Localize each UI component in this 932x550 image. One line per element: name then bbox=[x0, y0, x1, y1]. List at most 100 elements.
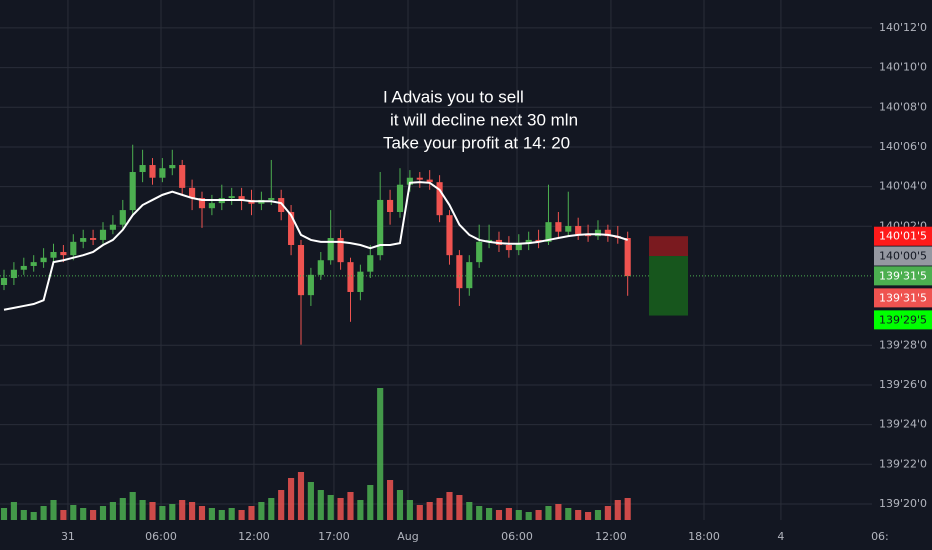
price-label: 139'31'5 bbox=[879, 291, 927, 304]
candle-body bbox=[198, 198, 206, 209]
volume-bar bbox=[10, 502, 17, 520]
candle-body bbox=[228, 196, 235, 199]
candle-body bbox=[238, 196, 245, 200]
volume-bar bbox=[307, 482, 314, 520]
annotation: I Advais you to sell bbox=[383, 87, 524, 106]
volume-bar bbox=[228, 508, 235, 520]
volume-bar bbox=[446, 492, 453, 520]
candle-body bbox=[139, 165, 146, 173]
volume-bar bbox=[476, 506, 483, 520]
volume-bar bbox=[0, 508, 8, 520]
candle-body bbox=[555, 222, 562, 232]
volume-bar bbox=[416, 505, 423, 520]
candle-body bbox=[416, 177, 423, 180]
volume-bar bbox=[129, 492, 136, 520]
candle-body bbox=[159, 168, 166, 178]
candle-body bbox=[169, 165, 176, 169]
volume-bar bbox=[565, 508, 572, 520]
price-label-box bbox=[874, 266, 932, 286]
price-label-box bbox=[874, 246, 932, 266]
volume-bar bbox=[406, 500, 413, 520]
candle-body bbox=[367, 255, 374, 272]
price-label: 139'31'5 bbox=[879, 269, 927, 282]
volume-bar bbox=[50, 500, 57, 520]
candle-body bbox=[30, 262, 37, 266]
volume-bar bbox=[238, 510, 245, 520]
price-label-box bbox=[874, 226, 932, 246]
volume-bar bbox=[545, 506, 552, 520]
y-tick-label: 140'12'0 bbox=[879, 21, 927, 34]
candle-body bbox=[515, 243, 522, 251]
volume-bar bbox=[248, 506, 255, 520]
volume-bar bbox=[466, 502, 473, 520]
volume-bar bbox=[327, 495, 334, 520]
price-pane bbox=[0, 144, 872, 345]
candle-body bbox=[307, 274, 314, 296]
volume-pane bbox=[0, 388, 631, 520]
x-tick-label: 12:00 bbox=[238, 530, 270, 543]
candle-body bbox=[327, 238, 334, 261]
volume-bar bbox=[169, 504, 176, 520]
candle-body bbox=[377, 199, 384, 256]
volume-bar bbox=[198, 506, 206, 520]
volume-bar bbox=[70, 505, 77, 520]
candle-body bbox=[119, 210, 126, 225]
volume-bar bbox=[436, 498, 443, 520]
volume-bar bbox=[624, 498, 631, 520]
candle-body bbox=[297, 245, 305, 296]
candle-body bbox=[109, 224, 116, 230]
candle-body bbox=[347, 262, 354, 292]
candle-body bbox=[0, 278, 8, 285]
y-tick-label: 139'26'0 bbox=[879, 378, 927, 391]
price-label: 140'01'5 bbox=[879, 230, 927, 243]
y-tick-label: 140'10'0 bbox=[879, 61, 927, 74]
volume-bar bbox=[594, 510, 602, 520]
volume-bar bbox=[218, 510, 225, 520]
price-label: 139'29'5 bbox=[879, 313, 927, 326]
take-profit-zone bbox=[649, 256, 688, 316]
candle-body bbox=[357, 271, 364, 292]
y-tick-label: 140'06'0 bbox=[879, 140, 927, 153]
axes: 140'12'0 140'10'0 140'08'0 140'06'0 140'04'0… bbox=[61, 21, 932, 543]
annotation: Take your profit at 14: 20 bbox=[383, 133, 570, 152]
candle-body bbox=[466, 262, 473, 289]
candle-body bbox=[317, 260, 324, 275]
candle-body bbox=[20, 265, 27, 270]
volume-bar bbox=[357, 500, 364, 520]
candle-body bbox=[505, 245, 512, 251]
volume-bar bbox=[258, 502, 265, 520]
volume-bar bbox=[139, 500, 146, 520]
volume-bar bbox=[268, 498, 275, 520]
price-label-box bbox=[874, 288, 932, 308]
x-tick-label: Aug bbox=[397, 530, 418, 543]
x-tick-label: 06:00 bbox=[145, 530, 177, 543]
volume-bar bbox=[40, 506, 47, 520]
volume-bar bbox=[555, 504, 562, 520]
volume-bar bbox=[189, 502, 196, 520]
price-label: 140'00'5 bbox=[879, 250, 927, 263]
volume-bar bbox=[90, 510, 97, 520]
volume-bar bbox=[347, 492, 354, 520]
volume-bar bbox=[495, 510, 503, 520]
volume-bar bbox=[367, 485, 374, 520]
volume-bar bbox=[278, 490, 285, 520]
volume-bar bbox=[486, 508, 493, 520]
candle-body bbox=[575, 225, 582, 235]
candle-body bbox=[70, 241, 77, 256]
y-tick-label: 139'22'0 bbox=[879, 457, 927, 470]
annotation: it will decline next 30 mln bbox=[390, 110, 578, 129]
candle-body bbox=[604, 229, 611, 237]
candle-body bbox=[90, 238, 97, 240]
candle-body bbox=[278, 198, 285, 212]
candle-body bbox=[99, 229, 107, 240]
volume-bar bbox=[297, 472, 305, 520]
candle-body bbox=[565, 225, 572, 232]
volume-bar bbox=[456, 495, 463, 520]
volume-bar bbox=[387, 480, 394, 520]
volume-bar bbox=[109, 502, 116, 520]
volume-bar bbox=[60, 510, 67, 520]
volume-bar bbox=[149, 502, 156, 520]
volume-bar bbox=[179, 500, 186, 520]
candle-body bbox=[189, 187, 196, 199]
x-tick-label: 17:00 bbox=[318, 530, 350, 543]
